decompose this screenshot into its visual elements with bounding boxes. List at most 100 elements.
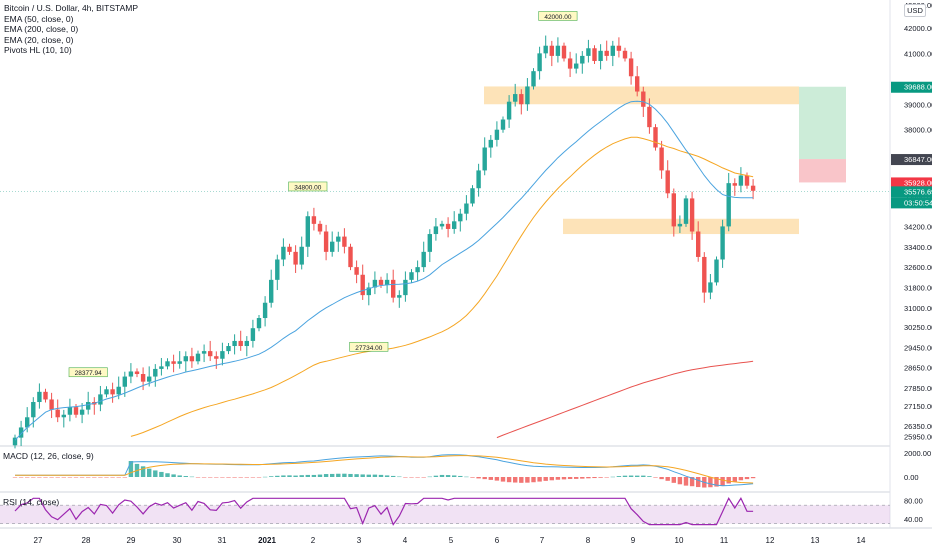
macd-hist-bar: [116, 477, 121, 478]
candle-body: [140, 374, 146, 382]
candle-body: [183, 356, 188, 362]
macd-hist-bar: [262, 476, 268, 478]
macd-hist-bar: [195, 477, 201, 478]
macd-hist-bar: [561, 477, 567, 480]
macd-hist-bar: [98, 477, 103, 478]
rsi-tick: 80.00: [904, 497, 923, 506]
macd-hist-bar: [439, 474, 445, 477]
candle-body: [677, 223, 683, 227]
currency-button[interactable]: USD: [904, 4, 926, 17]
macd-hist-bar: [287, 475, 292, 477]
macd-hist-bar: [494, 477, 500, 481]
macd-hist-bar: [37, 477, 42, 478]
macd-title[interactable]: MACD (12, 26, close, 9): [3, 451, 94, 461]
macd-hist-bar: [189, 476, 195, 478]
macd-hist-bar: [592, 477, 597, 479]
macd-hist-bar: [671, 477, 676, 483]
pivot-label: 42000.00: [544, 14, 571, 21]
macd-hist-bar: [250, 477, 256, 478]
macd-hist-bar: [635, 475, 640, 477]
macd-hist-bar: [159, 471, 164, 477]
macd-hist-bar: [86, 477, 91, 478]
price-label: 03:50:54: [904, 198, 932, 207]
time-tick: 6: [495, 536, 500, 545]
candle-body: [738, 175, 744, 186]
candle-body: [421, 251, 426, 268]
macd-hist-bar: [281, 475, 286, 477]
candle-body: [79, 409, 85, 415]
price-tick: 31800.00: [904, 283, 932, 292]
macd-hist-bar: [128, 461, 134, 477]
macd-hist-bar: [683, 477, 689, 486]
candle-body: [384, 279, 390, 285]
price-label-bg: [891, 186, 932, 198]
indicator-pivots[interactable]: Pivots HL (10, 10): [4, 45, 72, 55]
candle-body: [293, 251, 298, 265]
ema-50-line: [130, 136, 754, 437]
time-tick: 28: [82, 536, 91, 545]
candle-body: [506, 101, 512, 120]
time-tick: 29: [127, 536, 136, 545]
price-tick: 33400.00: [904, 243, 932, 252]
macd-hist-bar: [726, 477, 731, 484]
candle-body: [513, 94, 518, 102]
macd-hist-bar: [433, 475, 439, 477]
indicator-ema-50[interactable]: EMA (50, close, 0): [4, 13, 74, 24]
macd-hist-bar: [140, 466, 146, 477]
candle-body: [281, 246, 286, 260]
candle-body: [397, 295, 402, 298]
candle-body: [348, 246, 353, 268]
ema-200-line: [496, 360, 754, 439]
time-tick: 27: [34, 536, 43, 545]
time-tick: 10: [675, 536, 684, 545]
candle-body: [214, 356, 219, 359]
macd-hist-bar: [220, 477, 225, 478]
macd-hist-bar: [104, 477, 109, 478]
macd-hist-bar: [580, 477, 585, 479]
rsi-title[interactable]: RSI (14, close): [3, 497, 60, 507]
macd-hist-bar: [531, 477, 536, 483]
price-tick: 30250.00: [904, 323, 932, 332]
macd-line: [15, 454, 754, 487]
candle-body: [122, 376, 127, 387]
candle-body: [104, 389, 109, 395]
price-tick: 26350.00: [904, 422, 932, 431]
macd-hist-bar: [201, 477, 207, 478]
candle-body: [574, 63, 579, 69]
time-tick: 8: [586, 536, 591, 545]
time-tick: 7: [540, 536, 545, 545]
price-tick: 42000.00: [904, 24, 932, 33]
candle-body: [317, 223, 323, 232]
macd-hist-bar: [574, 477, 579, 479]
symbol-title[interactable]: Bitcoin / U.S. Dollar, 4h, BITSTAMP: [4, 3, 138, 13]
macd-hist-bar: [147, 468, 152, 477]
macd-hist-bar: [732, 477, 737, 482]
chart-legend: Bitcoin / U.S. Dollar, 4h, BITSTAMP EMA …: [4, 3, 138, 56]
pivot-label: 28377.94: [75, 370, 102, 377]
price-tick: 39000.00: [904, 100, 932, 109]
candle-body: [714, 259, 719, 283]
position-profit-area: [799, 86, 846, 160]
macd-hist-bar: [31, 477, 36, 478]
macd-hist-bar: [714, 477, 719, 487]
candle-body: [610, 45, 615, 56]
macd-hist-bar: [665, 477, 670, 481]
candle-body: [311, 216, 317, 224]
candle-body: [476, 170, 481, 189]
macd-hist-bar: [153, 470, 158, 477]
indicator-ema-20[interactable]: EMA (20, close, 0): [4, 34, 74, 45]
candle-body: [116, 386, 121, 395]
candle-body: [500, 119, 506, 130]
indicator-ema-200[interactable]: EMA (200, close, 0): [4, 24, 79, 34]
candle-body: [232, 340, 237, 347]
macd-hist-bar: [330, 473, 335, 477]
macd-hist-bar: [122, 477, 127, 478]
candle-body: [208, 351, 213, 357]
macd-hist-bar: [49, 477, 54, 478]
macd-hist-bar: [464, 476, 469, 478]
price-label-bg: [891, 81, 932, 93]
price-tick: 27150.00: [904, 402, 932, 411]
macd-hist-bar: [275, 475, 280, 477]
candle-body: [238, 340, 243, 347]
